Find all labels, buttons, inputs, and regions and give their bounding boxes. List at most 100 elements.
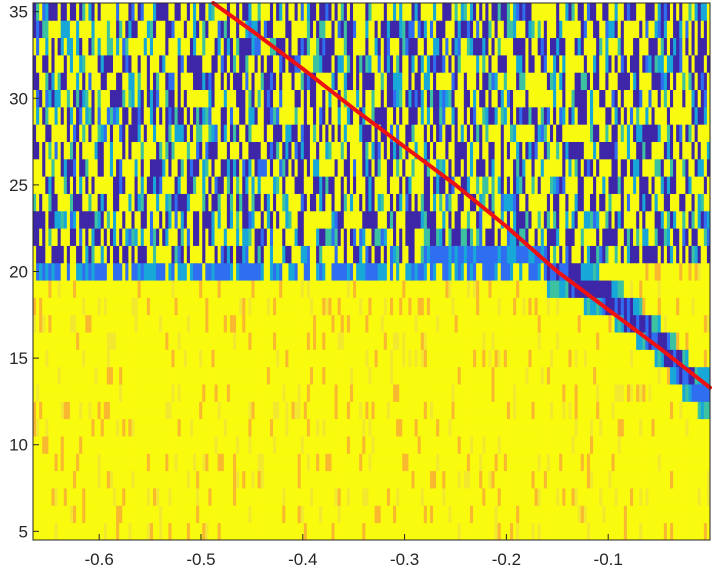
heatmap-cell: [657, 436, 662, 454]
heatmap-cell: [220, 418, 225, 437]
heatmap-cell: [620, 384, 625, 402]
heatmap-cell: [562, 158, 566, 177]
heatmap-cell: [682, 470, 686, 489]
heatmap-cell: [343, 505, 348, 524]
heatmap-cell: [688, 158, 692, 177]
heatmap-cell: [679, 401, 683, 420]
heatmap-cell: [666, 193, 671, 212]
heatmap-cell: [593, 158, 597, 177]
heatmap-cell: [703, 176, 708, 194]
heatmap-cell: [473, 401, 477, 420]
heatmap-cell: [589, 401, 594, 420]
heatmap-cell: [193, 418, 197, 437]
heatmap-cell: [670, 314, 674, 333]
heatmap-cell: [479, 470, 483, 489]
heatmap-cell: [393, 522, 397, 541]
heatmap-cell: [377, 401, 382, 420]
heatmap-cell: [63, 418, 68, 437]
heatmap-cell: [405, 332, 409, 350]
heatmap-cell: [399, 245, 403, 264]
heatmap-cell: [703, 470, 708, 489]
heatmap-cell: [439, 158, 443, 177]
heatmap-cell: [328, 505, 332, 524]
heatmap-cell: [636, 453, 640, 472]
heatmap-cell: [599, 158, 603, 177]
heatmap-cell: [334, 522, 339, 541]
heatmap-cell: [694, 505, 699, 524]
heatmap-cell: [226, 141, 231, 160]
heatmap-cell: [291, 418, 295, 437]
heatmap-cell: [239, 505, 243, 524]
heatmap-cell: [306, 522, 311, 541]
heatmap-cell: [700, 349, 705, 368]
heatmap-cell: [180, 470, 185, 489]
heatmap-cell: [245, 314, 249, 333]
heatmap-cell: [525, 280, 529, 298]
heatmap-cell: [546, 488, 551, 506]
heatmap-cell: [153, 245, 157, 264]
heatmap-cell: [623, 297, 628, 316]
heatmap-cell: [371, 366, 375, 385]
heatmap-cell: [460, 505, 465, 524]
heatmap-cell: [368, 176, 372, 194]
heatmap-cell: [531, 384, 535, 402]
heatmap-cell: [559, 470, 563, 489]
heatmap-cell: [106, 245, 111, 264]
heatmap-cell: [522, 262, 526, 281]
heatmap-cell: [596, 280, 600, 298]
heatmap-cell: [420, 193, 425, 212]
heatmap-cell: [448, 262, 452, 281]
heatmap-cell: [371, 522, 375, 541]
heatmap-cell: [57, 470, 62, 489]
heatmap-cell: [380, 245, 385, 264]
heatmap-cell: [494, 297, 499, 316]
heatmap-cell: [76, 314, 80, 333]
heatmap-cell: [251, 522, 255, 541]
heatmap-cell: [540, 210, 545, 229]
heatmap-cell: [199, 314, 203, 333]
heatmap-cell: [399, 384, 403, 402]
heatmap-cell: [146, 262, 151, 281]
heatmap-cell: [593, 228, 597, 246]
heatmap-cell: [537, 436, 542, 454]
heatmap-cell: [491, 228, 495, 246]
heatmap-cell: [183, 418, 188, 437]
heatmap-cell: [306, 349, 311, 368]
heatmap-cell: [362, 176, 366, 194]
heatmap-cell: [703, 436, 708, 454]
heatmap-cell: [33, 297, 37, 316]
heatmap-cell: [282, 158, 286, 177]
heatmap-cell: [500, 436, 505, 454]
heatmap-cell: [605, 228, 609, 246]
heatmap-cell: [368, 228, 372, 246]
heatmap-cell: [623, 522, 628, 541]
heatmap-cell: [429, 297, 434, 316]
heatmap-cell: [94, 158, 99, 177]
heatmap-cell: [69, 314, 74, 333]
heatmap-cell: [546, 193, 551, 212]
heatmap-cell: [359, 176, 363, 194]
heatmap-cell: [103, 505, 108, 524]
heatmap-cell: [697, 262, 702, 281]
heatmap-cell: [374, 141, 379, 160]
heatmap-cell: [229, 210, 234, 229]
heatmap-cell: [623, 245, 628, 264]
heatmap-cell: [217, 332, 222, 350]
heatmap-cell: [377, 228, 382, 246]
heatmap-cell: [260, 401, 265, 420]
heatmap-cell: [706, 401, 711, 420]
heatmap-cell: [614, 262, 619, 281]
heatmap-cell: [116, 436, 120, 454]
heatmap-cell: [522, 505, 526, 524]
heatmap-cell: [500, 488, 505, 506]
heatmap-cell: [254, 384, 259, 402]
heatmap-cell: [88, 384, 92, 402]
heatmap-cell: [269, 210, 274, 229]
heatmap-cell: [608, 436, 612, 454]
heatmap-cell: [679, 210, 683, 229]
heatmap-cell: [445, 488, 449, 506]
heatmap-cell: [116, 522, 120, 541]
heatmap-cell: [466, 453, 471, 472]
heatmap-cell: [393, 453, 397, 472]
heatmap-cell: [254, 210, 259, 229]
